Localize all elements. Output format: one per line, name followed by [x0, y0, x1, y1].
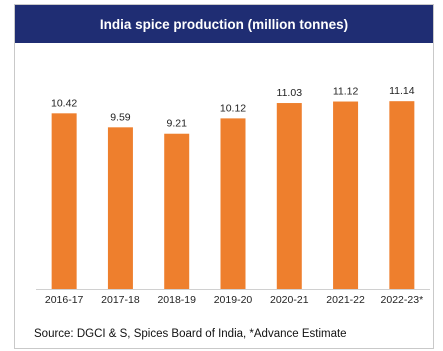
x-tick-label-2021-22: 2021-22	[326, 294, 365, 306]
data-label-2019-20: 10.12	[220, 102, 246, 114]
bar-2016-17	[51, 113, 77, 289]
bar-2018-19	[164, 133, 190, 289]
bar-2017-18	[107, 127, 133, 289]
data-label-2020-21: 11.03	[277, 87, 303, 99]
chart-title: India spice production (million tonnes)	[15, 5, 433, 43]
data-label-2017-18: 9.59	[110, 111, 131, 123]
data-label-2018-19: 9.21	[166, 118, 187, 130]
x-tick-label-2017-18: 2017-18	[101, 294, 140, 306]
data-label-2022-23*: 11.14	[389, 85, 415, 97]
bar-2021-22	[333, 101, 359, 290]
x-tick-label-2022-23*: 2022-23*	[381, 294, 424, 306]
bar-2020-21	[276, 103, 302, 289]
bar-2022-23*	[389, 101, 415, 290]
x-tick-label-2018-19: 2018-19	[157, 294, 196, 306]
x-tick-label-2020-21: 2020-21	[270, 294, 309, 306]
data-label-2016-17: 10.42	[51, 97, 77, 109]
bar-2019-20	[220, 118, 246, 289]
chart-source-note: Source: DGCI & S, Spices Board of India,…	[34, 328, 347, 340]
x-tick-label-2019-20: 2019-20	[214, 294, 253, 306]
data-label-2021-22: 11.12	[333, 86, 359, 98]
x-tick-label-2016-17: 2016-17	[45, 294, 84, 306]
